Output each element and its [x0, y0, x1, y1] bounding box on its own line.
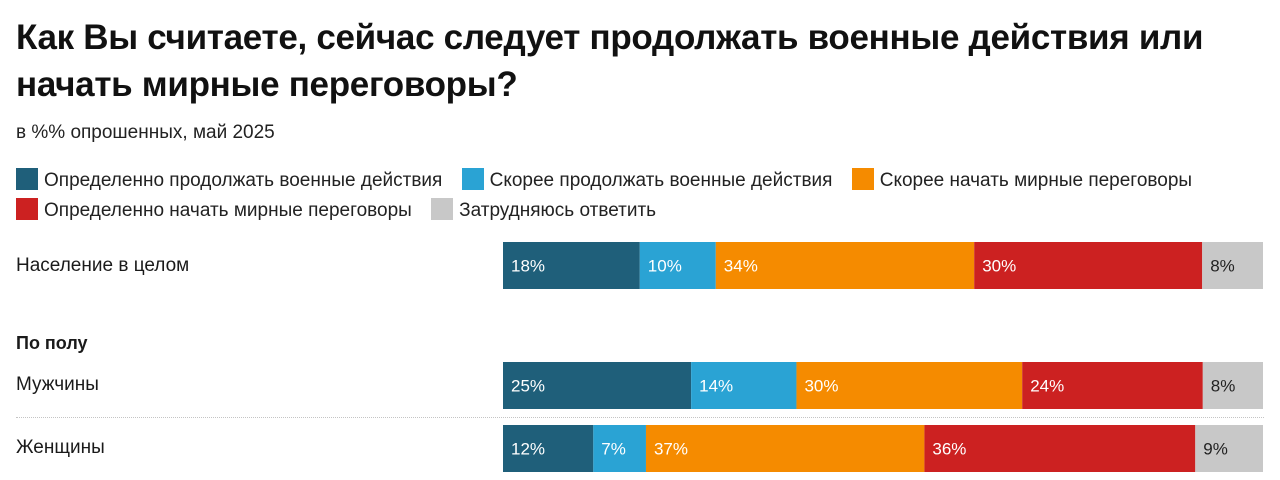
bar-segment-total-definitely-continue — [503, 242, 640, 289]
data-label-women-definitely-peace: 36% — [932, 440, 966, 459]
legend-label: Определенно начать мирные переговоры — [44, 200, 412, 221]
bar-segment-men-definitely-peace — [1022, 362, 1203, 409]
bar-segment-women-definitely-continue — [503, 425, 594, 472]
legend-swatch — [16, 198, 38, 220]
legend: Определенно продолжать военные действия … — [16, 166, 1216, 226]
chart-subtitle: в %% опрошенных, май 2025 — [16, 122, 275, 143]
bar-segment-women-rather-continue — [593, 425, 646, 472]
bar-segment-total-dont-know — [1202, 242, 1263, 289]
legend-item-definitely-continue: Определенно продолжать военные действия — [16, 168, 443, 191]
legend-item-definitely-peace: Определенно начать мирные переговоры — [16, 198, 412, 221]
bar-segment-total-rather-continue — [639, 242, 716, 289]
data-label-women-dont-know: 9% — [1203, 440, 1228, 459]
legend-item-rather-continue: Скорее продолжать военные действия — [461, 168, 833, 191]
bar-segment-men-definitely-continue — [503, 362, 692, 409]
legend-label: Определенно продолжать военные действия — [44, 170, 443, 191]
legend-label: Скорее продолжать военные действия — [489, 170, 833, 191]
row-divider — [16, 417, 1264, 418]
group-label-by-sex: По полу — [16, 333, 88, 353]
data-label-women-rather-continue: 7% — [601, 440, 626, 459]
row-label-men: Мужчины — [16, 374, 99, 395]
row-label-total: Население в целом — [16, 255, 190, 276]
legend-swatch — [16, 168, 38, 190]
data-label-men-definitely-peace: 24% — [1030, 377, 1064, 396]
bar-segment-women-dont-know — [1195, 425, 1263, 472]
data-label-total-dont-know: 8% — [1210, 257, 1235, 276]
data-label-men-dont-know: 8% — [1211, 377, 1236, 396]
bar-segment-total-definitely-peace — [974, 242, 1203, 289]
legend-swatch — [431, 198, 454, 220]
legend-label: Скорее начать мирные переговоры — [879, 170, 1193, 191]
data-label-total-definitely-continue: 18% — [511, 257, 545, 276]
legend-swatch — [461, 168, 484, 190]
bar-segment-men-rather-peace — [796, 362, 1023, 409]
data-label-total-rather-continue: 10% — [648, 257, 682, 276]
data-label-women-rather-peace: 37% — [654, 440, 688, 459]
bar-segment-men-rather-continue — [691, 362, 797, 409]
chart-title: Как Вы считаете, сейчас следует продолжа… — [16, 18, 1204, 104]
legend-swatch — [851, 168, 874, 190]
bar-segment-women-rather-peace — [645, 425, 925, 472]
legend-label: Затрудняюсь ответить — [459, 200, 657, 221]
legend-item-dont-know: Затрудняюсь ответить — [431, 198, 657, 221]
row-label-women: Женщины — [16, 437, 105, 458]
data-label-men-rather-peace: 30% — [804, 377, 838, 396]
bar-segment-total-rather-peace — [715, 242, 975, 289]
bar-segment-men-dont-know — [1202, 362, 1263, 409]
data-label-men-rather-continue: 14% — [699, 377, 733, 396]
data-label-men-definitely-continue: 25% — [511, 377, 545, 396]
legend-item-rather-peace: Скорее начать мирные переговоры — [851, 168, 1193, 191]
data-label-women-definitely-continue: 12% — [511, 440, 545, 459]
bar-segment-women-definitely-peace — [924, 425, 1196, 472]
data-label-total-definitely-peace: 30% — [982, 257, 1016, 276]
data-label-total-rather-peace: 34% — [724, 257, 758, 276]
